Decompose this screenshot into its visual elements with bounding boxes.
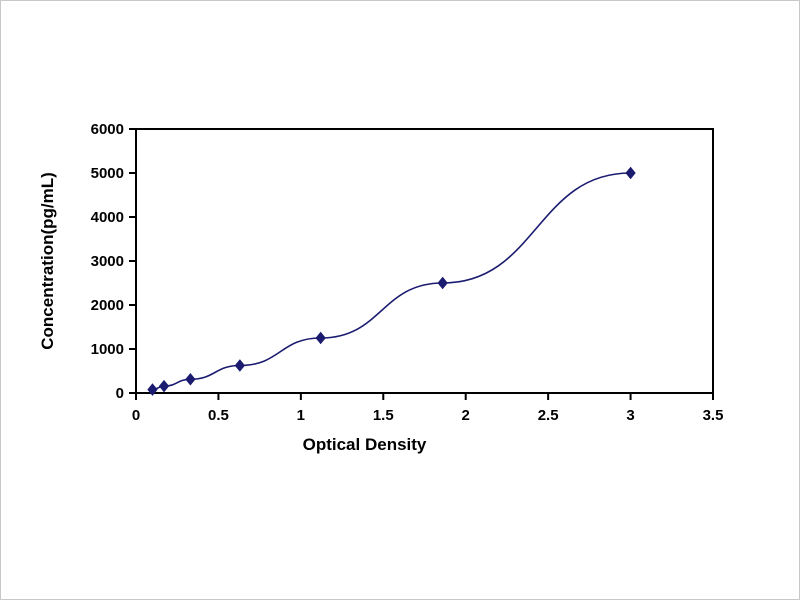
y-tick-label: 0 [116, 385, 124, 402]
x-tick-label: 0 [132, 407, 140, 424]
y-tick-label: 2000 [91, 297, 124, 314]
data-point-marker [625, 166, 636, 180]
data-point-marker [437, 276, 448, 290]
series-line-standard-curve [152, 172, 631, 391]
data-point-marker [147, 383, 158, 396]
x-tick-label: 0.5 [208, 407, 229, 424]
x-tick-label: 2.5 [538, 407, 559, 424]
data-point-marker [158, 379, 170, 393]
y-tick-label: 3000 [91, 253, 124, 270]
x-axis-title: Optical Density [303, 435, 427, 454]
y-tick-label: 6000 [91, 121, 124, 138]
x-tick-label: 1.5 [373, 407, 394, 424]
y-tick-label: 5000 [91, 165, 124, 182]
x-tick-label: 2 [462, 407, 470, 424]
x-tick-label: 1 [297, 407, 305, 424]
y-axis-title: Concentration(pg/mL) [38, 172, 57, 350]
data-point-marker [315, 331, 326, 345]
y-tick-label: 4000 [91, 209, 124, 226]
plot-border [135, 128, 714, 394]
x-tick-label: 3.5 [703, 407, 724, 424]
data-point-marker [185, 372, 196, 386]
x-tick-label: 3 [626, 407, 634, 424]
y-tick-label: 1000 [91, 341, 124, 358]
data-point-marker [234, 359, 246, 372]
